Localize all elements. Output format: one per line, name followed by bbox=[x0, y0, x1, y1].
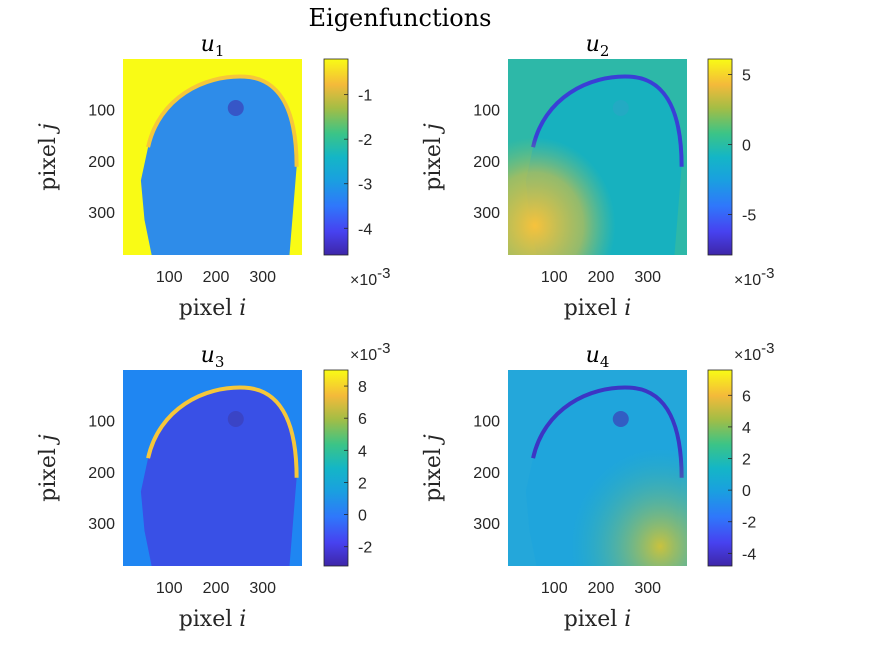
lesion-spot bbox=[612, 411, 629, 427]
y-tick-label: 300 bbox=[88, 516, 115, 533]
x-axis-label: pixel i bbox=[564, 296, 632, 321]
skull-rim bbox=[146, 385, 299, 478]
panel-title: u3 bbox=[201, 343, 225, 371]
colorbar-tick-label: 5 bbox=[742, 67, 751, 84]
x-tick-label: 100 bbox=[156, 580, 183, 597]
head-region bbox=[140, 76, 297, 255]
colorbar-tick-label: 0 bbox=[358, 508, 367, 525]
colorbar bbox=[707, 369, 733, 567]
colorbar-tick-label: 0 bbox=[742, 137, 751, 154]
y-tick-label: 100 bbox=[473, 414, 500, 431]
y-axis-label: pixel j bbox=[421, 434, 446, 502]
colorbar-tick-label: 6 bbox=[742, 388, 751, 405]
panel-title: u2 bbox=[586, 32, 610, 60]
face-highlight bbox=[508, 59, 687, 255]
colorbar-exponent: ×10-3 bbox=[350, 340, 390, 364]
panel-title: u4 bbox=[586, 343, 610, 371]
colorbar-exponent: ×10-3 bbox=[734, 340, 774, 364]
y-tick-label: 200 bbox=[88, 465, 115, 482]
y-tick-label: 100 bbox=[473, 103, 500, 120]
colorbar-tick-label: -1 bbox=[358, 88, 372, 105]
x-tick-label: 200 bbox=[588, 269, 615, 286]
x-tick-label: 100 bbox=[541, 580, 568, 597]
colorbar bbox=[707, 58, 733, 256]
colorbar-tick-label: -2 bbox=[358, 132, 372, 149]
x-tick-label: 100 bbox=[156, 269, 183, 286]
head-region bbox=[140, 387, 297, 566]
lesion-spot bbox=[227, 100, 244, 116]
x-tick-label: 300 bbox=[249, 269, 276, 286]
panel-title: u1 bbox=[201, 32, 225, 60]
y-tick-label: 300 bbox=[473, 205, 500, 222]
colorbar-tick-label: -3 bbox=[358, 177, 372, 194]
figure-title: Eigenfunctions bbox=[309, 4, 492, 32]
y-tick-label: 300 bbox=[88, 205, 115, 222]
x-tick-label: 300 bbox=[634, 269, 661, 286]
x-tick-label: 300 bbox=[249, 580, 276, 597]
colorbar bbox=[323, 58, 349, 256]
colorbar-tick-label: 0 bbox=[742, 483, 751, 500]
y-axis-label: pixel j bbox=[36, 434, 61, 502]
colorbar-exponent: ×10-3 bbox=[350, 265, 390, 289]
colorbar-tick-label: -2 bbox=[742, 515, 756, 532]
colorbar-tick-label: 6 bbox=[358, 411, 367, 428]
y-tick-label: 300 bbox=[473, 516, 500, 533]
colorbar-tick-label: 2 bbox=[358, 475, 367, 492]
panel-u4: 100 200 300 100 200 300 u4 pixel i pixel j 6 4 2 0 -2… bbox=[421, 340, 774, 632]
colorbar-tick-label: -2 bbox=[358, 540, 372, 557]
y-tick-label: 200 bbox=[473, 154, 500, 171]
neck-highlight bbox=[508, 370, 687, 566]
panel-u2: 100 200 300 100 200 300 u2 pixel i pixel j 5 0 -5 ×1… bbox=[421, 32, 774, 321]
y-tick-label: 100 bbox=[88, 103, 115, 120]
lesion-spot bbox=[612, 100, 629, 116]
colorbar-exponent: ×10-3 bbox=[734, 265, 774, 289]
colorbar-tick-label: 4 bbox=[358, 443, 367, 460]
y-tick-label: 200 bbox=[88, 154, 115, 171]
y-axis-label: pixel j bbox=[36, 123, 61, 191]
x-axis-label: pixel i bbox=[179, 607, 247, 632]
x-tick-label: 200 bbox=[588, 580, 615, 597]
x-axis-label: pixel i bbox=[564, 607, 632, 632]
skull-rim bbox=[146, 74, 299, 167]
colorbar-tick-label: -4 bbox=[742, 546, 756, 563]
y-tick-label: 100 bbox=[88, 414, 115, 431]
y-axis-label: pixel j bbox=[421, 123, 446, 191]
y-tick-label: 200 bbox=[473, 465, 500, 482]
colorbar-tick-label: 2 bbox=[742, 452, 751, 469]
x-tick-label: 100 bbox=[541, 269, 568, 286]
colorbar-tick-label: -4 bbox=[358, 221, 372, 238]
x-axis-label: pixel i bbox=[179, 296, 247, 321]
colorbar-tick-label: 4 bbox=[742, 420, 751, 437]
panel-u3: 100 200 300 100 200 300 u3 pixel i pixel j 8 6 4 2 0 -… bbox=[36, 340, 390, 632]
panel-u1: 100 200 300 100 200 300 u1 pixel i pixel j -1 -2 -3… bbox=[36, 32, 390, 321]
lesion-spot bbox=[227, 411, 244, 427]
x-tick-label: 200 bbox=[203, 580, 230, 597]
colorbar-tick-label: -5 bbox=[742, 207, 756, 224]
colorbar bbox=[323, 369, 349, 567]
colorbar-tick-label: 8 bbox=[358, 379, 367, 396]
x-tick-label: 300 bbox=[634, 580, 661, 597]
x-tick-label: 200 bbox=[203, 269, 230, 286]
